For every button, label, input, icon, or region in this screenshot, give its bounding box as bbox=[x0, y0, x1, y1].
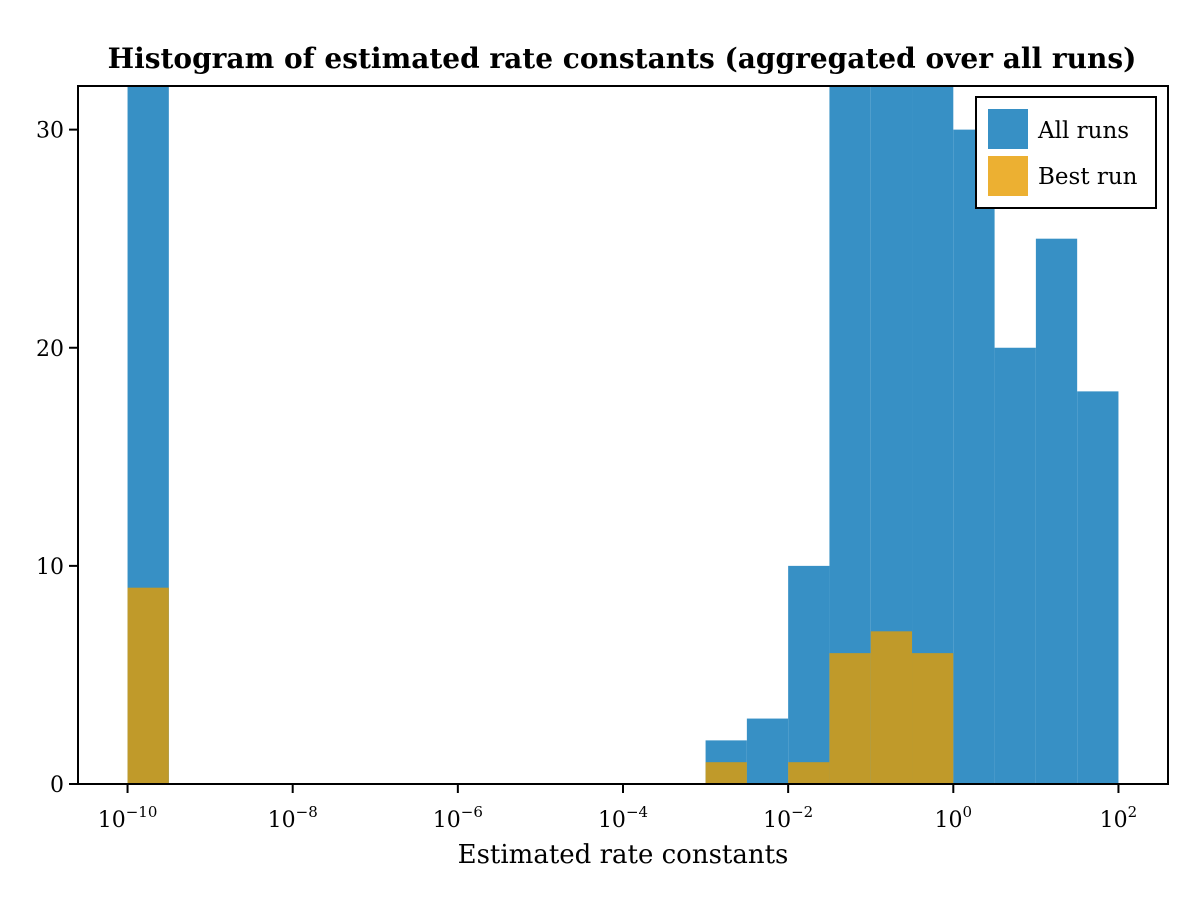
best-run-bar bbox=[788, 762, 830, 784]
x-tick-label: 100 bbox=[935, 803, 973, 833]
best-run-bars bbox=[127, 587, 954, 784]
x-tick-label: 10−4 bbox=[598, 803, 648, 833]
all-runs-bar bbox=[994, 347, 1036, 784]
legend: All runs Best run bbox=[975, 96, 1157, 209]
all-runs-bar bbox=[746, 718, 789, 784]
all-runs-bar bbox=[953, 129, 995, 784]
x-tick-label: 102 bbox=[1100, 803, 1138, 833]
y-tick-label: 30 bbox=[36, 119, 64, 144]
x-axis-ticks: 10−10 10−8 10−6 10−4 10−2 100 102 bbox=[98, 784, 1138, 833]
all-runs-bars bbox=[127, 86, 1119, 784]
legend-swatch-all-runs bbox=[988, 109, 1028, 149]
legend-label-best-run: Best run bbox=[1038, 164, 1138, 190]
x-tick-label: 10−6 bbox=[433, 803, 483, 833]
y-tick-label: 20 bbox=[36, 337, 64, 362]
best-run-bar bbox=[870, 631, 913, 784]
best-run-bar bbox=[705, 762, 747, 784]
chart-title: Histogram of estimated rate constants (a… bbox=[108, 42, 1137, 75]
x-tick-label: 10−8 bbox=[268, 803, 318, 833]
all-runs-bar bbox=[1077, 391, 1119, 784]
best-run-bar bbox=[127, 587, 169, 784]
legend-label-all-runs: All runs bbox=[1037, 118, 1129, 144]
legend-swatch-best-run bbox=[988, 156, 1028, 196]
all-runs-bar bbox=[788, 565, 830, 784]
x-tick-label: 10−10 bbox=[98, 803, 158, 833]
y-axis-ticks: 0 10 20 30 bbox=[36, 119, 78, 798]
x-axis-label: Estimated rate constants bbox=[458, 840, 789, 870]
y-tick-label: 0 bbox=[50, 773, 64, 798]
y-tick-label: 10 bbox=[36, 555, 64, 580]
best-run-bar bbox=[829, 653, 871, 784]
x-tick-label: 10−2 bbox=[763, 803, 813, 833]
all-runs-bar bbox=[1035, 238, 1078, 784]
best-run-bar bbox=[912, 653, 954, 784]
